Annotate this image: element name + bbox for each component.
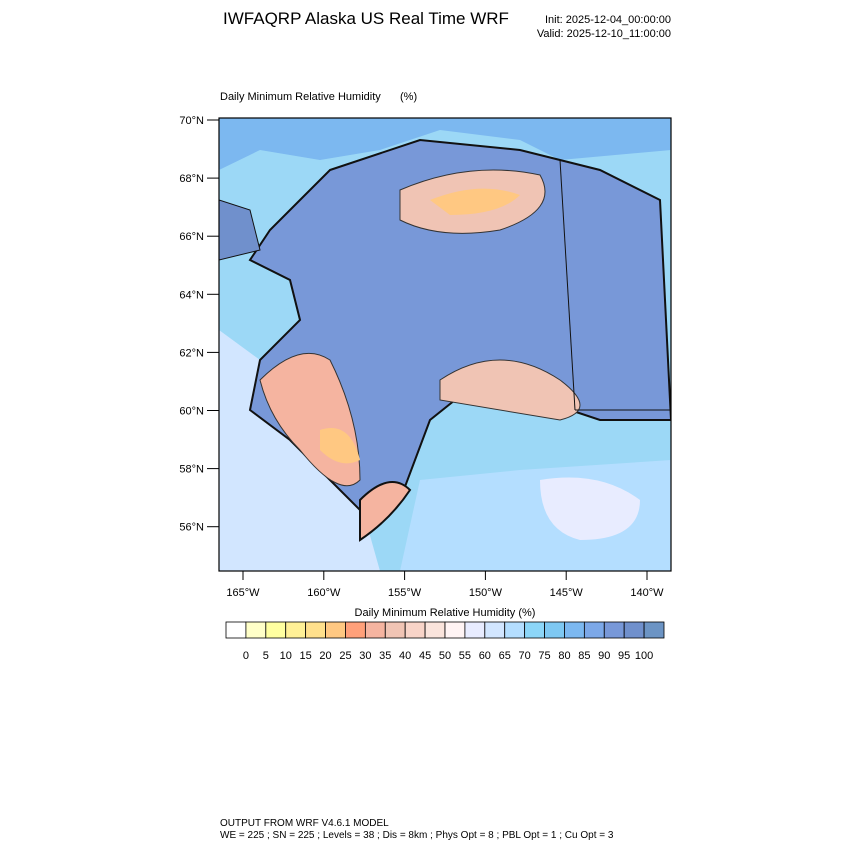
colorbar-label: 20 [319,650,331,662]
colorbar-box [623,621,645,639]
map-units: (%) [400,91,417,103]
colorbar-box [404,621,426,639]
colorbar-box [424,621,446,639]
colorbar-box [245,621,267,639]
colorbar-label: 95 [618,650,630,662]
colorbar-box [643,621,665,639]
colorbar-box [384,621,406,639]
colorbar-box [285,621,307,639]
colorbar-box [504,621,526,639]
colorbar-label: 60 [479,650,491,662]
colorbar-label: 5 [263,650,269,662]
colorbar-box [544,621,565,639]
colorbar-title: Daily Minimum Relative Humidity (%) [355,607,536,619]
lon-label: 145°W [550,587,584,599]
colorbar-label: 55 [459,650,471,662]
lat-label: 66°N [179,231,204,243]
colorbar-box [444,621,466,639]
colorbar-label: 10 [280,650,292,662]
lat-axis: 70°N 68°N 66°N 64°N 62°N 60°N 58°N 56°N [179,115,219,534]
colorbar-label: 50 [439,650,451,662]
colorbar-label: 30 [359,650,371,662]
valid-time: Valid: 2025-12-10_11:00:00 [537,28,671,40]
map [218,117,672,572]
lat-label: 68°N [179,173,204,185]
colorbar-box [603,621,625,639]
lon-label: 160°W [307,587,341,599]
colorbar-box [484,621,506,639]
colorbar-box [583,621,605,639]
colorbar-label: 80 [558,650,570,662]
colorbar-label: 0 [243,650,249,662]
colorbar-box [464,621,486,639]
colorbar-label: 35 [379,650,391,662]
colorbar: 0 5 10 15 20 25 30 35 40 45 50 55 60 65 70 75 80 85 90 95 10… [225,621,665,662]
footer-line: OUTPUT FROM WRF V4.6.1 MODEL [220,818,389,829]
colorbar-box [564,621,585,639]
title: IWFAQRP Alaska US Real Time WRF [223,9,509,28]
colorbar-label: 45 [419,650,431,662]
map-subtitle: Daily Minimum Relative Humidity [220,91,381,103]
colorbar-box [265,621,287,639]
init-time: Init: 2025-12-04_00:00:00 [545,14,671,26]
colorbar-box [524,621,545,639]
lon-label: 155°W [388,587,422,599]
lat-label: 62°N [179,347,204,359]
colorbar-label: 25 [339,650,351,662]
colorbar-label: 85 [578,650,590,662]
colorbar-label: 75 [538,650,550,662]
colorbar-box [305,621,326,639]
colorbar-label: 70 [519,650,531,662]
colorbar-box [364,621,386,639]
footer-line: WE = 225 ; SN = 225 ; Levels = 38 ; Dis … [220,830,614,841]
colorbar-label: 90 [598,650,610,662]
colorbar-label: 15 [300,650,312,662]
lat-label: 64°N [179,289,204,301]
colorbar-box [345,621,366,639]
colorbar-box [325,621,346,639]
lon-label: 140°W [630,587,664,599]
lat-label: 70°N [179,115,204,127]
colorbar-label: 65 [499,650,511,662]
colorbar-label: 100 [635,650,653,662]
colorbar-box [225,621,247,639]
lat-label: 58°N [179,464,204,476]
lon-label: 150°W [469,587,503,599]
lat-label: 60°N [179,406,204,418]
lon-label: 165°W [226,587,260,599]
colorbar-label: 40 [399,650,411,662]
lon-axis: 165°W 160°W 155°W 150°W 145°W 140°W [226,571,664,599]
lat-label: 56°N [179,522,204,534]
